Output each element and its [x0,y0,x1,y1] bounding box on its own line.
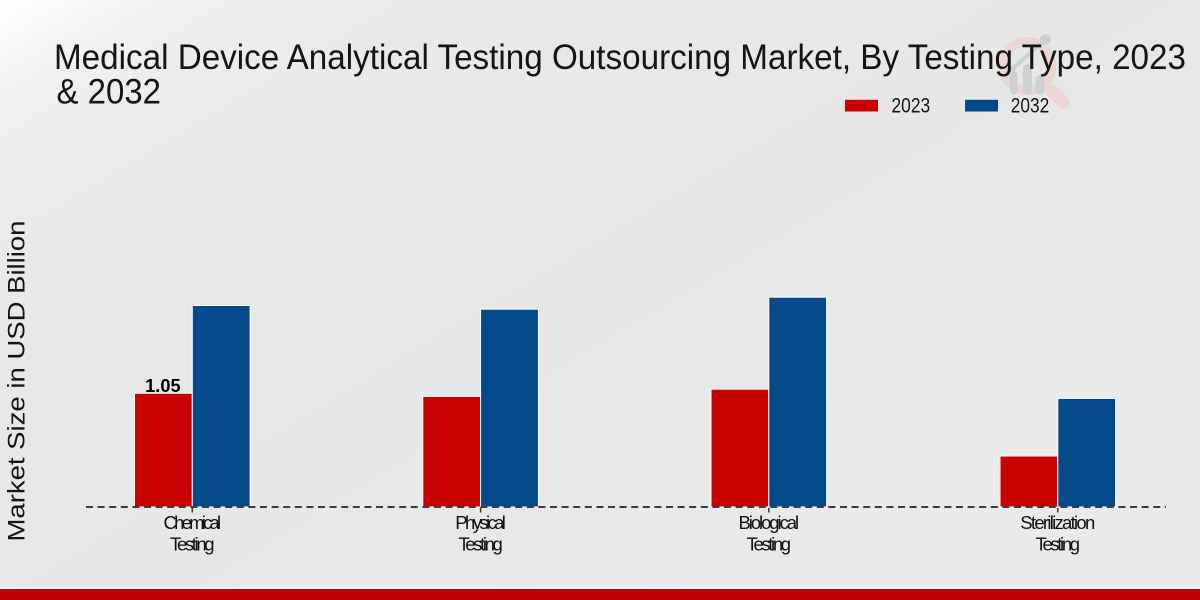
svg-text:Testing: Testing [170,534,215,555]
svg-text:Sterilization: Sterilization [1020,512,1095,533]
svg-text:Medical Device Analytical Test: Medical Device Analytical Testing Outsou… [54,38,1186,77]
svg-text:Testing: Testing [1036,534,1081,555]
svg-text:1.05: 1.05 [145,376,181,396]
svg-text:Testing: Testing [458,534,502,555]
svg-text:Biological: Biological [739,512,800,533]
svg-text:Market Size in USD Billion: Market Size in USD Billion [4,220,31,541]
svg-text:Testing: Testing [747,534,792,555]
svg-text:& 2032: & 2032 [57,73,162,112]
svg-text:2032: 2032 [1011,95,1049,118]
svg-text:Chemical: Chemical [164,512,222,533]
svg-text:Physical: Physical [455,512,506,533]
svg-text:2023: 2023 [892,95,931,118]
